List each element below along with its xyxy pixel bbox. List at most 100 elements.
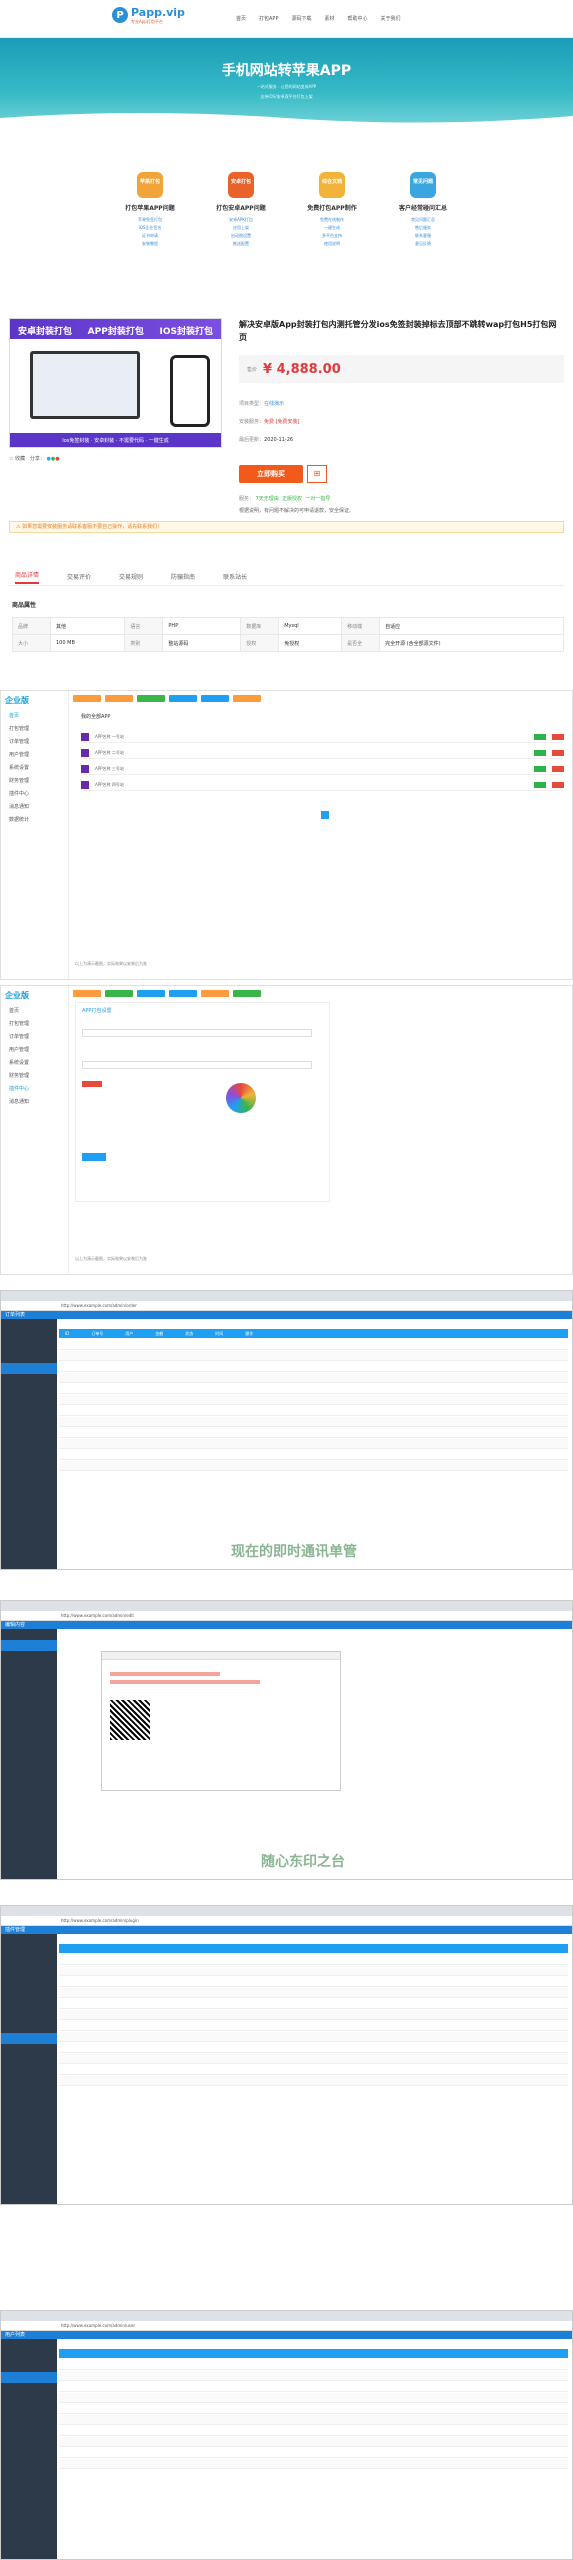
nav-item[interactable]: 源码下载: [291, 16, 312, 22]
feature-link[interactable]: 售后服务: [415, 225, 431, 230]
product-title: 解决安卓版App封装打包内测托管分发ios免签封装掉标去顶部不跳转wap打包H5…: [239, 320, 557, 342]
table-row: [59, 2382, 568, 2392]
nav-item[interactable]: 素材: [324, 16, 335, 22]
table-row: [59, 2404, 568, 2414]
fav-icon[interactable]: ☆: [9, 456, 14, 462]
table-row: [59, 2371, 568, 2381]
nav-menu: 首页 打包APP 源码下载 素材 帮助中心 关于我们: [236, 15, 401, 22]
settings-form: APP打包设置: [75, 1002, 330, 1202]
shot-topbar: [73, 990, 572, 998]
site-logo[interactable]: P Papp.vip 专业App打包平台: [112, 6, 185, 24]
share-row: ☆ 收藏 分享： ●●●: [9, 455, 60, 462]
tab-guide[interactable]: 防骗指南: [171, 574, 196, 581]
feature-link[interactable]: 意见反馈: [415, 241, 431, 246]
table-row: [59, 2459, 568, 2469]
screenshot-editor: http://www.example.com/admin/edit 编辑内容 随心…: [0, 1600, 573, 1880]
share-qq-icon[interactable]: ●: [46, 456, 51, 462]
feature-link[interactable]: 联系客服: [415, 233, 431, 238]
feature-link[interactable]: 多平台支持: [322, 233, 342, 238]
detail-tabs: 商品详情 交易评价 交易规则 防骗指南 联系站长: [9, 568, 564, 586]
table-row: [59, 2437, 568, 2447]
table-row: [59, 2032, 568, 2042]
table-row: [59, 1955, 568, 1965]
watermark-text: 随心东印之台: [261, 1854, 345, 1870]
logo-text: Papp.vip: [131, 6, 185, 19]
banner-left: 安卓封装打包: [18, 327, 73, 337]
feature-icon: 安卓打包: [228, 172, 254, 198]
guarantee-row: 服务： 7天无理由 正版授权 一对一指导: [239, 496, 331, 502]
screenshot-app-list: 企业版 首页 打包管理 订单管理 用户管理 系统设置 财务管理 插件中心 消息通…: [0, 690, 573, 980]
buy-now-button[interactable]: 立即购买: [239, 465, 303, 483]
feature-link[interactable]: 使用说明: [324, 241, 340, 246]
nav-item[interactable]: 首页: [236, 16, 247, 22]
shot-sidebar: 企业版 首页 打包管理 订单管理 用户管理 系统设置 财务管理 插件中心 消息通…: [1, 691, 69, 979]
logo-subtitle: 专业App打包平台: [131, 19, 163, 24]
table-row: [59, 2076, 568, 2086]
shot-menu-item: 用户管理: [9, 752, 30, 758]
fav-label[interactable]: 收藏: [15, 456, 26, 462]
feature-link[interactable]: iOS企业签名: [138, 225, 162, 230]
tab-rules[interactable]: 交易规则: [119, 574, 144, 581]
cart-icon[interactable]: ⊞: [307, 465, 327, 483]
feature-link[interactable]: 安装教程: [142, 241, 158, 246]
feature-link[interactable]: 证书申请: [142, 233, 158, 238]
feature-link[interactable]: 免费在线制作: [320, 217, 344, 222]
share-label: 分享：: [29, 456, 45, 462]
phone-illustration: [170, 355, 210, 427]
feature-link[interactable]: 推送配置: [233, 241, 249, 246]
shot-menu-item: 首页: [9, 713, 20, 719]
tab-contact[interactable]: 联系站长: [223, 574, 248, 581]
feature-card[interactable]: 综合文档 免费打包APP制作 免费在线制作 一键生成 多平台支持 使用说明: [292, 172, 372, 248]
table-row: [59, 2415, 568, 2425]
feature-icon: 综合文档: [319, 172, 345, 198]
price-value: ¥ 4,888.00: [263, 361, 341, 377]
monitor-illustration: [30, 351, 140, 419]
table-row: [59, 1362, 568, 1372]
table-row: [59, 1351, 568, 1361]
table-row: [59, 1977, 568, 1987]
hero-title: 手机网站转苹果APP: [221, 63, 352, 79]
shot-brand: 企业版: [5, 696, 29, 705]
share-weibo-icon[interactable]: ●: [55, 456, 60, 462]
watermark-text: 现在的即时通讯单管: [231, 1544, 357, 1560]
price-box: 售价 ¥ 4,888.00: [239, 355, 564, 383]
nav-item[interactable]: 帮助中心: [347, 16, 368, 22]
screenshot-plugins: http://www.example.com/admin/plugin 插件管理: [0, 1905, 573, 2205]
feature-card[interactable]: 苹果打包 打包苹果APP问题 苹果免签打包 iOS企业签名 证书申请安装教程: [110, 172, 190, 248]
table-row: [59, 2065, 568, 2075]
attr-row: 品牌 其他 语言 PHP 数据库 Mysql 移动端 自适应: [12, 617, 564, 635]
shot-title: 我的全部APP: [81, 714, 111, 720]
guarantee-note: 根据说明，有问题不解决的可申请退款，安全保证。: [239, 508, 355, 514]
feature-card[interactable]: 常见问题 客户经常碰问汇总 常见问题汇总 售后服务 联系客服 意见反馈: [383, 172, 463, 248]
banner-right: IOS封装打包: [159, 327, 213, 337]
feature-link[interactable]: 安卓APK打包: [229, 217, 253, 222]
feature-link[interactable]: 启动图设置: [231, 233, 251, 238]
feature-link[interactable]: 应用上架: [233, 225, 249, 230]
shot-caption: 以上为演示截图，实际效果以安装后为准: [75, 1256, 147, 1261]
type-row: 项目类型：在线演示: [239, 401, 285, 407]
shot-menu-item: 消息通知: [9, 804, 30, 810]
shot-menu-item: 订单管理: [9, 739, 30, 745]
feature-icon: 苹果打包: [137, 172, 163, 198]
rich-editor[interactable]: [101, 1651, 341, 1791]
screenshot-order-list: http://www.example.com/admin/order 订单列表 I…: [0, 1290, 573, 1570]
table-row: [59, 1999, 568, 2009]
attr-heading: 商品属性: [12, 602, 37, 609]
feature-card[interactable]: 安卓打包 打包安卓APP问题 安卓APK打包 应用上架 启动图设置 推送配置: [201, 172, 281, 248]
share-wechat-icon[interactable]: ●: [50, 456, 56, 462]
table-row: [59, 2054, 568, 2064]
table-row: [59, 1428, 568, 1438]
feature-link[interactable]: 苹果免签打包: [138, 217, 162, 222]
banner-mid: APP封装打包: [87, 327, 144, 337]
tab-reviews[interactable]: 交易评价: [67, 574, 92, 581]
nav-item[interactable]: 打包APP: [259, 16, 279, 22]
table-row: [59, 1384, 568, 1394]
tab-detail[interactable]: 商品详情: [15, 570, 40, 584]
feature-link[interactable]: 一键生成: [324, 225, 340, 230]
nav-item[interactable]: 关于我们: [380, 16, 401, 22]
table-row: [59, 2426, 568, 2436]
table-row: [59, 1988, 568, 1998]
feature-title: 打包苹果APP问题: [125, 205, 175, 212]
feature-link[interactable]: 常见问题汇总: [411, 217, 435, 222]
product-image[interactable]: 安卓封装打包 APP封装打包 IOS封装打包 Ios免签封装 · 安卓封装 · 不需…: [9, 318, 222, 448]
